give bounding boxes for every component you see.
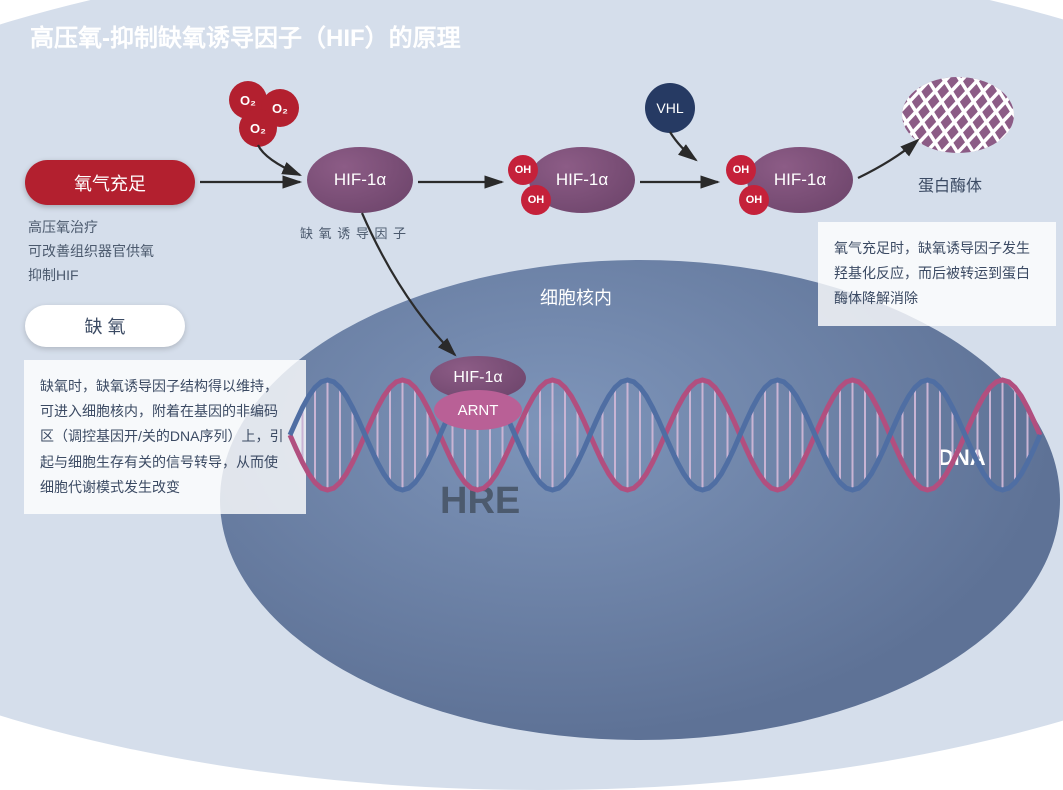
proteasome-label: 蛋白酶体	[918, 172, 982, 196]
arnt-node: ARNT	[434, 390, 522, 430]
hre-label: HRE	[440, 480, 520, 523]
arnt-label: ARNT	[458, 402, 499, 419]
oh-badge: OH	[508, 155, 538, 185]
dna-label: DNA	[938, 445, 986, 471]
nucleus-label: 细胞核内	[540, 284, 612, 310]
proteasome-shape	[902, 77, 1014, 153]
oh-badge: OH	[726, 155, 756, 185]
vhl-node: VHL	[645, 83, 695, 133]
hif-nucleus-label: HIF-1α	[453, 369, 502, 387]
box-left: 缺氧时，缺氧诱导因子结构得以维持，可进入细胞核内，附着在基因的非编码区（调控基因…	[24, 360, 306, 514]
note-left: 高压氧治疗 可改善组织器官供氧 抑制HIF	[28, 216, 248, 287]
o2-badge: O₂	[239, 109, 277, 147]
hif-node: HIF-1α	[307, 147, 413, 213]
box-right: 氧气充足时，缺氧诱导因子发生羟基化反应，而后被转运到蛋白酶体降解消除	[818, 222, 1056, 326]
pill-hypoxia: 缺 氧	[25, 305, 185, 347]
oh-badge: OH	[739, 185, 769, 215]
pill-hypoxia-label: 缺 氧	[84, 313, 125, 339]
vhl-label: VHL	[656, 100, 683, 116]
pill-oxygen-sufficient-label: 氧气充足	[74, 170, 146, 196]
hif-cn-label: 缺 氧 诱 导 因 子	[300, 223, 407, 242]
page-title: 高压氧-抑制缺氧诱导因子（HIF）的原理	[30, 18, 461, 53]
pill-oxygen-sufficient: 氧气充足	[25, 160, 195, 205]
oh-badge: OH	[521, 185, 551, 215]
nucleus-ellipse	[220, 260, 1060, 740]
